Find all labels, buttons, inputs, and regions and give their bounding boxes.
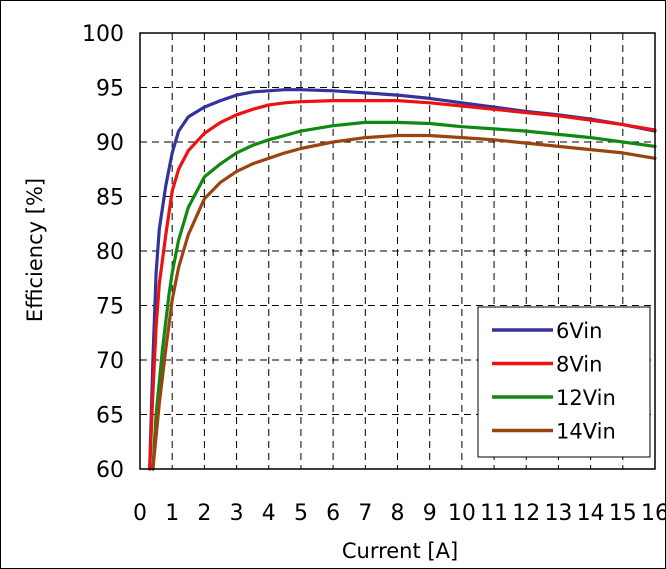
- x-tick-label: 16: [641, 501, 666, 526]
- x-tick-label: 10: [448, 501, 476, 526]
- series-line-8vin: [148, 98, 657, 471]
- y-tick-label: 90: [96, 131, 124, 156]
- x-tick-label: 5: [294, 501, 308, 526]
- series-line-14vin: [151, 133, 657, 471]
- x-tick-label: 6: [326, 501, 340, 526]
- x-tick-label: 9: [423, 501, 437, 526]
- y-axis-label: Efficiency [%]: [23, 178, 47, 322]
- x-tick-label: 12: [512, 501, 540, 526]
- y-tick-label: 75: [96, 295, 124, 320]
- x-tick-label: 4: [262, 501, 276, 526]
- y-tick-label: 85: [96, 186, 124, 211]
- x-tick-labels: 0 1 2 3 4 5 6 7 8 9 10 11 12 13 14 15 16: [133, 501, 666, 526]
- y-tick-label: 100: [82, 22, 124, 47]
- y-tick-label: 60: [96, 458, 124, 483]
- x-tick-label: 15: [609, 501, 637, 526]
- x-tick-label: 8: [391, 501, 405, 526]
- x-tick-label: 3: [230, 501, 244, 526]
- x-tick-label: 0: [133, 501, 147, 526]
- x-axis-label: Current [A]: [342, 539, 458, 563]
- x-tick-label: 14: [577, 501, 605, 526]
- x-tick-label: 13: [544, 501, 572, 526]
- x-tick-label: 11: [480, 501, 508, 526]
- series-line-12vin: [151, 120, 657, 471]
- y-tick-label: 95: [96, 77, 124, 102]
- legend-label-12vin: 12Vin: [556, 386, 616, 410]
- x-tick-label: 7: [358, 501, 372, 526]
- y-tick-label: 80: [96, 240, 124, 265]
- legend-label-6vin: 6Vin: [556, 319, 602, 343]
- y-tick-label: 65: [96, 404, 124, 429]
- y-tick-label: 70: [96, 349, 124, 374]
- x-tick-label: 2: [197, 501, 211, 526]
- legend: 6Vin 8Vin 12Vin 14Vin: [477, 306, 651, 458]
- series-lines: [148, 88, 657, 471]
- x-tick-label: 1: [165, 501, 179, 526]
- legend-label-8vin: 8Vin: [556, 353, 602, 377]
- legend-label-14vin: 14Vin: [556, 420, 616, 444]
- plot-area: [139, 32, 656, 470]
- y-tick-labels: 60 65 70 75 80 85 90 95 100: [82, 22, 124, 483]
